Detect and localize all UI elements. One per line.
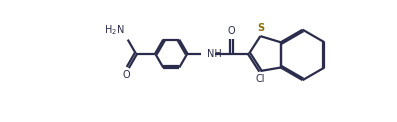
Text: H$_2$N: H$_2$N <box>104 24 125 37</box>
Text: Cl: Cl <box>256 74 265 84</box>
Text: O: O <box>123 70 130 80</box>
Text: S: S <box>257 23 264 33</box>
Text: NH: NH <box>207 49 222 59</box>
Text: O: O <box>228 26 235 36</box>
